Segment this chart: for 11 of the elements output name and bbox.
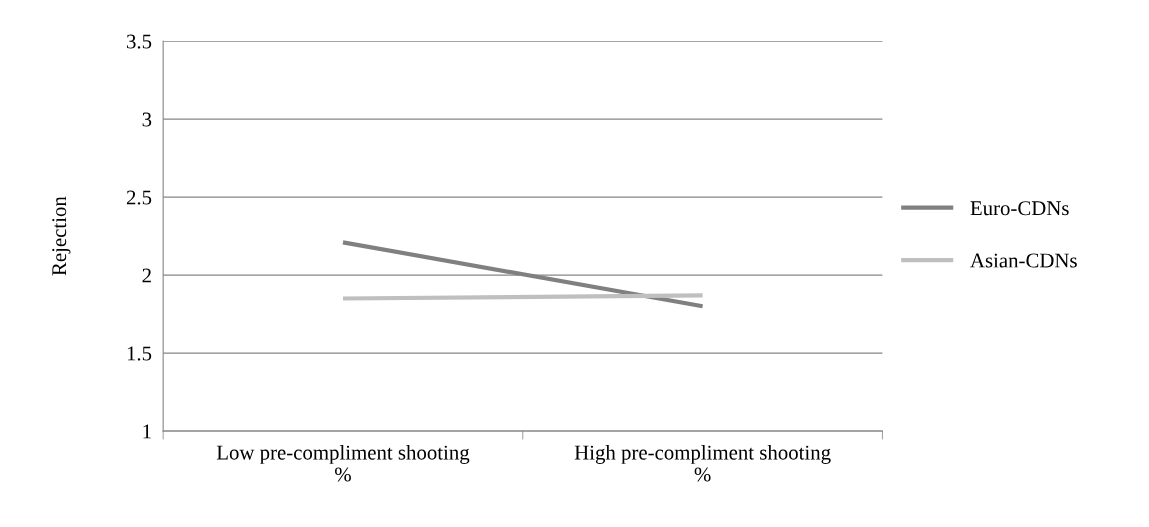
y-tick-label: 3 (142, 112, 152, 127)
legend-label: Asian-CDNs (970, 253, 1077, 268)
y-tick-label: 1.5 (127, 346, 152, 361)
y-tick-label: 2 (142, 268, 151, 283)
x-tick-label: Low pre-compliment shooting % (216, 444, 470, 482)
y-tick-label: 3.5 (127, 34, 152, 49)
x-tick-label: High pre-compliment shooting % (574, 444, 831, 482)
y-axis-title: Rejection (52, 196, 71, 276)
y-tick-label: 1 (143, 424, 151, 439)
legend-label: Euro-CDNs (970, 201, 1069, 216)
y-tick-label: 2.5 (126, 190, 152, 205)
